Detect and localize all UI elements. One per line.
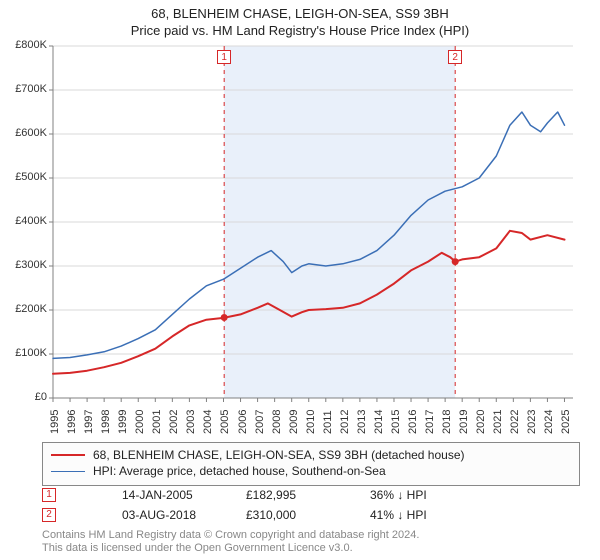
x-tick-label: 2011 bbox=[322, 410, 334, 434]
x-tick-label: 2023 bbox=[526, 410, 538, 434]
y-tick-label: £600K bbox=[0, 127, 47, 139]
chart-transaction-flag: 2 bbox=[448, 50, 462, 64]
x-tick-label: 2004 bbox=[202, 410, 214, 434]
footer-licence: This data is licensed under the Open Gov… bbox=[42, 542, 419, 556]
x-tick-label: 2019 bbox=[458, 410, 470, 434]
legend-item: HPI: Average price, detached house, Sout… bbox=[51, 463, 571, 479]
x-tick-label: 2014 bbox=[373, 410, 385, 434]
y-tick-label: £200K bbox=[0, 303, 47, 315]
legend-item: 68, BLENHEIM CHASE, LEIGH-ON-SEA, SS9 3B… bbox=[51, 447, 571, 463]
x-tick-label: 2016 bbox=[407, 410, 419, 434]
x-tick-label: 2008 bbox=[271, 410, 283, 434]
x-tick-label: 2017 bbox=[424, 410, 436, 434]
x-tick-label: 2005 bbox=[219, 410, 231, 434]
x-tick-label: 2006 bbox=[237, 410, 249, 434]
legend-label: HPI: Average price, detached house, Sout… bbox=[93, 464, 386, 478]
transaction-row: 2 03-AUG-2018 £310,000 41% ↓ HPI bbox=[42, 508, 562, 522]
x-tick-label: 2020 bbox=[475, 410, 487, 434]
x-tick-label: 2002 bbox=[168, 410, 180, 434]
transaction-pct-vs-hpi: 36% ↓ HPI bbox=[370, 488, 427, 502]
x-tick-label: 1998 bbox=[100, 410, 112, 434]
chart-transaction-flag: 1 bbox=[217, 50, 231, 64]
transaction-marker: 2 bbox=[42, 508, 56, 522]
x-tick-label: 2015 bbox=[390, 410, 402, 434]
x-tick-label: 2012 bbox=[339, 410, 351, 434]
y-tick-label: £700K bbox=[0, 83, 47, 95]
x-tick-label: 2025 bbox=[560, 410, 572, 434]
x-tick-label: 1996 bbox=[66, 410, 78, 434]
y-tick-label: £400K bbox=[0, 215, 47, 227]
x-tick-label: 2024 bbox=[543, 410, 555, 434]
x-tick-label: 1999 bbox=[117, 410, 129, 434]
x-tick-label: 2001 bbox=[151, 410, 163, 434]
x-tick-label: 2003 bbox=[185, 410, 197, 434]
chart-footer: Contains HM Land Registry data © Crown c… bbox=[42, 529, 419, 557]
chart-title-address: 68, BLENHEIM CHASE, LEIGH-ON-SEA, SS9 3B… bbox=[0, 6, 600, 21]
x-tick-label: 2018 bbox=[441, 410, 453, 434]
transaction-price: £310,000 bbox=[246, 508, 346, 522]
x-tick-label: 2022 bbox=[509, 410, 521, 434]
transaction-price: £182,995 bbox=[246, 488, 346, 502]
footer-copyright: Contains HM Land Registry data © Crown c… bbox=[42, 529, 419, 543]
x-tick-label: 2013 bbox=[356, 410, 368, 434]
y-tick-label: £100K bbox=[0, 347, 47, 359]
chart-svg bbox=[53, 46, 573, 398]
transaction-date: 14-JAN-2005 bbox=[122, 488, 222, 502]
chart-legend: 68, BLENHEIM CHASE, LEIGH-ON-SEA, SS9 3B… bbox=[42, 442, 580, 486]
y-tick-label: £300K bbox=[0, 259, 47, 271]
legend-label: 68, BLENHEIM CHASE, LEIGH-ON-SEA, SS9 3B… bbox=[93, 448, 464, 462]
price-vs-hpi-chart: 12 bbox=[53, 46, 573, 398]
legend-swatch bbox=[51, 471, 85, 472]
transaction-date: 03-AUG-2018 bbox=[122, 508, 222, 522]
transaction-row: 1 14-JAN-2005 £182,995 36% ↓ HPI bbox=[42, 488, 562, 502]
x-tick-label: 1995 bbox=[49, 410, 61, 434]
chart-title-block: 68, BLENHEIM CHASE, LEIGH-ON-SEA, SS9 3B… bbox=[0, 6, 600, 38]
y-tick-label: £0 bbox=[0, 391, 47, 403]
x-axis-labels: 1995199619971998199920002001200220032004… bbox=[53, 398, 573, 446]
chart-subtitle: Price paid vs. HM Land Registry's House … bbox=[0, 23, 600, 38]
x-tick-label: 2007 bbox=[254, 410, 266, 434]
transaction-pct-vs-hpi: 41% ↓ HPI bbox=[370, 508, 427, 522]
transaction-marker: 1 bbox=[42, 488, 56, 502]
x-tick-label: 2009 bbox=[288, 410, 300, 434]
y-tick-label: £500K bbox=[0, 171, 47, 183]
legend-swatch bbox=[51, 454, 85, 456]
x-tick-label: 1997 bbox=[83, 410, 95, 434]
y-tick-label: £800K bbox=[0, 39, 47, 51]
x-tick-label: 2010 bbox=[305, 410, 317, 434]
x-tick-label: 2021 bbox=[492, 410, 504, 434]
x-tick-label: 2000 bbox=[134, 410, 146, 434]
